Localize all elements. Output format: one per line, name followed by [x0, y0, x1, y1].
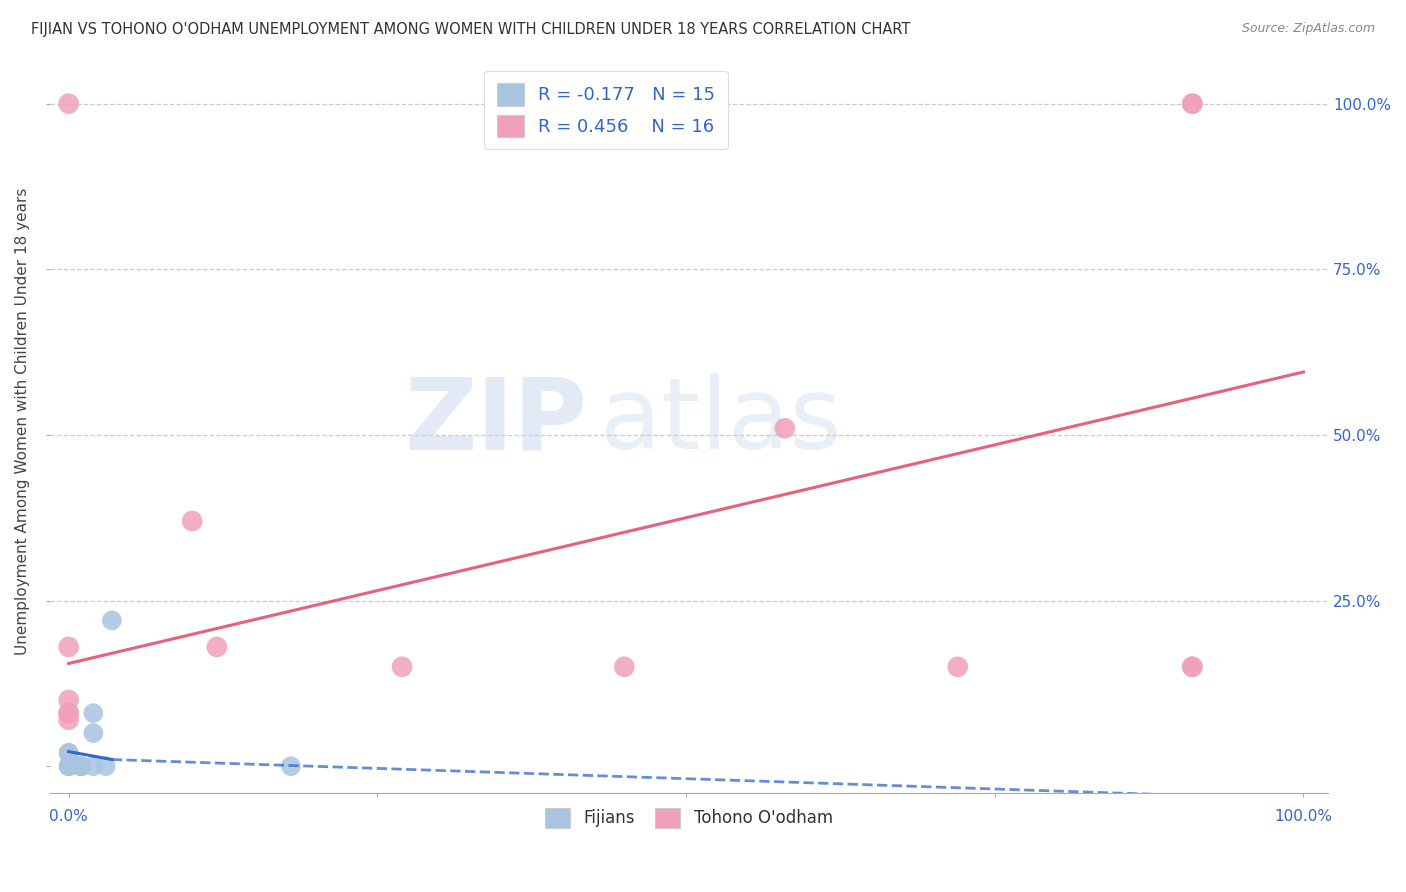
Point [58, 713, 80, 727]
Point [1181, 660, 1204, 674]
Text: FIJIAN VS TOHONO O'ODHAM UNEMPLOYMENT AMONG WOMEN WITH CHILDREN UNDER 18 YEARS C: FIJIAN VS TOHONO O'ODHAM UNEMPLOYMENT AM… [31, 22, 910, 37]
Point [82, 726, 104, 740]
Point [70, 759, 93, 773]
Legend: Fijians, Tohono O'odham: Fijians, Tohono O'odham [537, 799, 841, 837]
Point [181, 514, 204, 528]
Point [205, 640, 228, 654]
Point [70, 759, 93, 773]
Point [58, 706, 80, 721]
Point [94, 759, 117, 773]
Point [82, 706, 104, 721]
Text: Source: ZipAtlas.com: Source: ZipAtlas.com [1241, 22, 1375, 36]
Text: atlas: atlas [600, 373, 841, 470]
Text: 0.0%: 0.0% [49, 809, 89, 824]
Point [1181, 660, 1204, 674]
Point [58, 759, 80, 773]
Point [946, 660, 969, 674]
Point [1181, 96, 1204, 111]
Point [58, 640, 80, 654]
Point [70, 759, 93, 773]
Point [391, 660, 413, 674]
Point [82, 759, 104, 773]
Point [58, 96, 80, 111]
Point [280, 759, 302, 773]
Point [58, 693, 80, 707]
Point [58, 706, 80, 721]
Y-axis label: Unemployment Among Women with Children Under 18 years: Unemployment Among Women with Children U… [15, 188, 30, 656]
Text: ZIP: ZIP [404, 373, 586, 470]
Text: 100.0%: 100.0% [1274, 809, 1333, 824]
Point [58, 746, 80, 760]
Point [1181, 96, 1204, 111]
Point [101, 614, 124, 628]
Point [773, 421, 796, 435]
Point [613, 660, 636, 674]
Point [58, 759, 80, 773]
Point [58, 746, 80, 760]
Point [70, 759, 93, 773]
Point [58, 759, 80, 773]
